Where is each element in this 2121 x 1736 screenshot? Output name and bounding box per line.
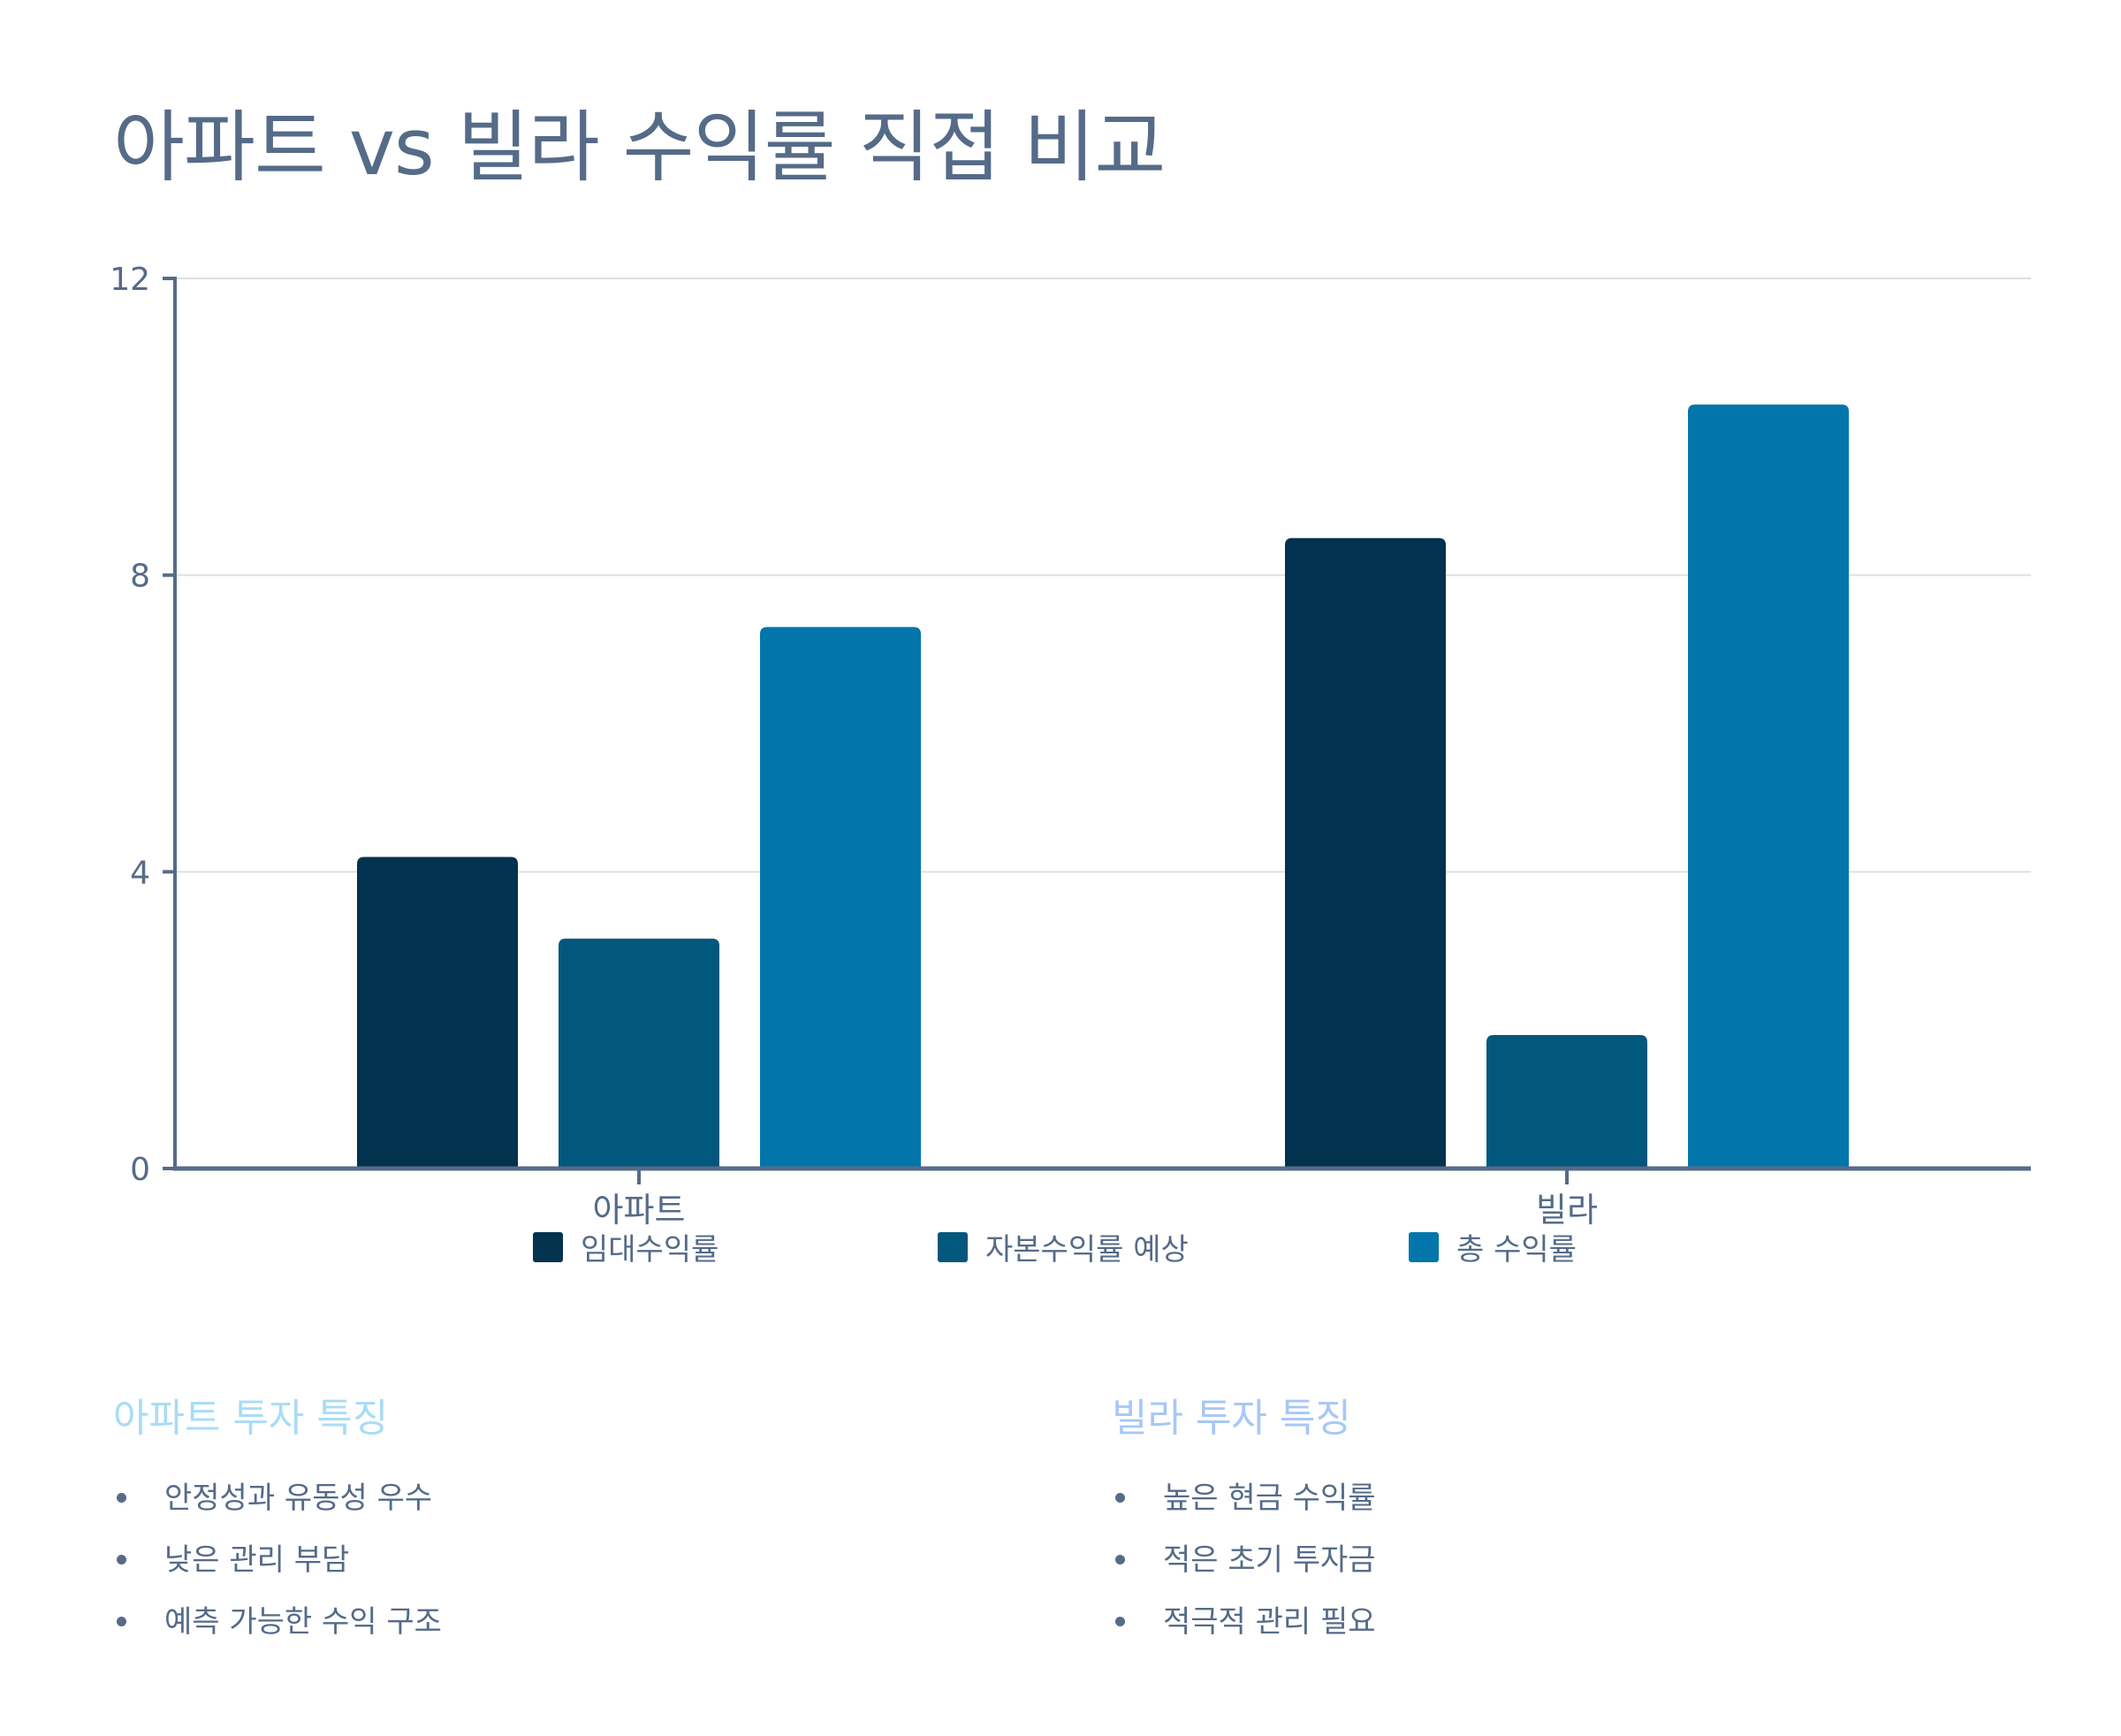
legend-item-rental-yield: 임대수익률 <box>533 1225 718 1268</box>
legend-swatch-capital-yield <box>938 1231 968 1262</box>
bullet-icon <box>1115 1617 1125 1626</box>
bullet-icon <box>117 1617 126 1626</box>
bar-0-2 <box>760 627 921 1169</box>
bar-chart: 0 4 8 12 아파트 빌라 <box>110 262 2031 1230</box>
apartment-features-heading: 아파트 투자 특징 <box>113 1396 389 1441</box>
bar-0-1 <box>559 938 719 1169</box>
page-title: 아파트 vs 빌라 수익률 직접 비교 <box>113 102 1166 193</box>
list-item-text: 적극적 관리 필요 <box>1163 1604 1376 1640</box>
bar-0-0 <box>357 857 518 1169</box>
legend-label-total-yield: 총 수익률 <box>1456 1232 1577 1268</box>
x-tick-label: 빌라 <box>1536 1191 1598 1230</box>
list-item-text: 적은 초기 투자금 <box>1163 1542 1376 1578</box>
list-item: 적극적 관리 필요 <box>1112 1600 1907 1662</box>
bullet-icon <box>1115 1493 1125 1503</box>
legend-item-capital-yield: 자본수익률 예상 <box>938 1225 1189 1268</box>
bullet-icon <box>117 1555 126 1565</box>
list-item: 높은 현금 수익률 <box>1112 1476 1907 1538</box>
bullet-icon <box>117 1493 126 1503</box>
villa-features-list: 높은 현금 수익률 적은 초기 투자금 적극적 관리 필요 <box>1112 1476 1907 1662</box>
y-tick-label: 0 <box>130 1152 150 1188</box>
legend-label-rental-yield: 임대수익률 <box>581 1232 719 1268</box>
legend-label-capital-yield: 자본수익률 예상 <box>985 1232 1189 1268</box>
list-item-text: 예측 가능한 수익 구조 <box>164 1604 442 1640</box>
villa-features-heading: 빌라 투자 특징 <box>1112 1396 1351 1441</box>
legend-item-total-yield: 총 수익률 <box>1409 1225 1577 1268</box>
list-item-text: 낮은 관리 부담 <box>164 1542 350 1578</box>
chart-legend: 임대수익률 자본수익률 예상 총 수익률 <box>0 1225 2121 1268</box>
apartment-features: 아파트 투자 특징 안정성과 유동성 우수 낮은 관리 부담 예측 가능한 수익… <box>113 1386 908 1662</box>
bar-1-2 <box>1688 404 1849 1169</box>
legend-swatch-rental-yield <box>533 1231 563 1262</box>
bar-1-1 <box>1486 1034 1647 1169</box>
y-tick-label: 4 <box>130 855 150 891</box>
list-item-text: 안정성과 유동성 우수 <box>164 1481 433 1516</box>
apartment-features-list: 안정성과 유동성 우수 낮은 관리 부담 예측 가능한 수익 구조 <box>113 1476 908 1662</box>
list-item: 적은 초기 투자금 <box>1112 1538 1907 1600</box>
bar-1-0 <box>1285 537 1446 1169</box>
legend-swatch-total-yield <box>1409 1231 1439 1262</box>
list-item: 안정성과 유동성 우수 <box>113 1476 908 1538</box>
list-item: 낮은 관리 부담 <box>113 1538 908 1600</box>
bullet-icon <box>1115 1555 1125 1565</box>
y-tick-label: 12 <box>110 262 150 298</box>
list-item: 예측 가능한 수익 구조 <box>113 1600 908 1662</box>
y-tick-label: 8 <box>130 559 150 595</box>
list-item-text: 높은 현금 수익률 <box>1163 1481 1376 1516</box>
villa-features: 빌라 투자 특징 높은 현금 수익률 적은 초기 투자금 적극적 관리 필요 <box>1112 1386 1907 1662</box>
x-tick-label: 아파트 <box>593 1191 686 1230</box>
